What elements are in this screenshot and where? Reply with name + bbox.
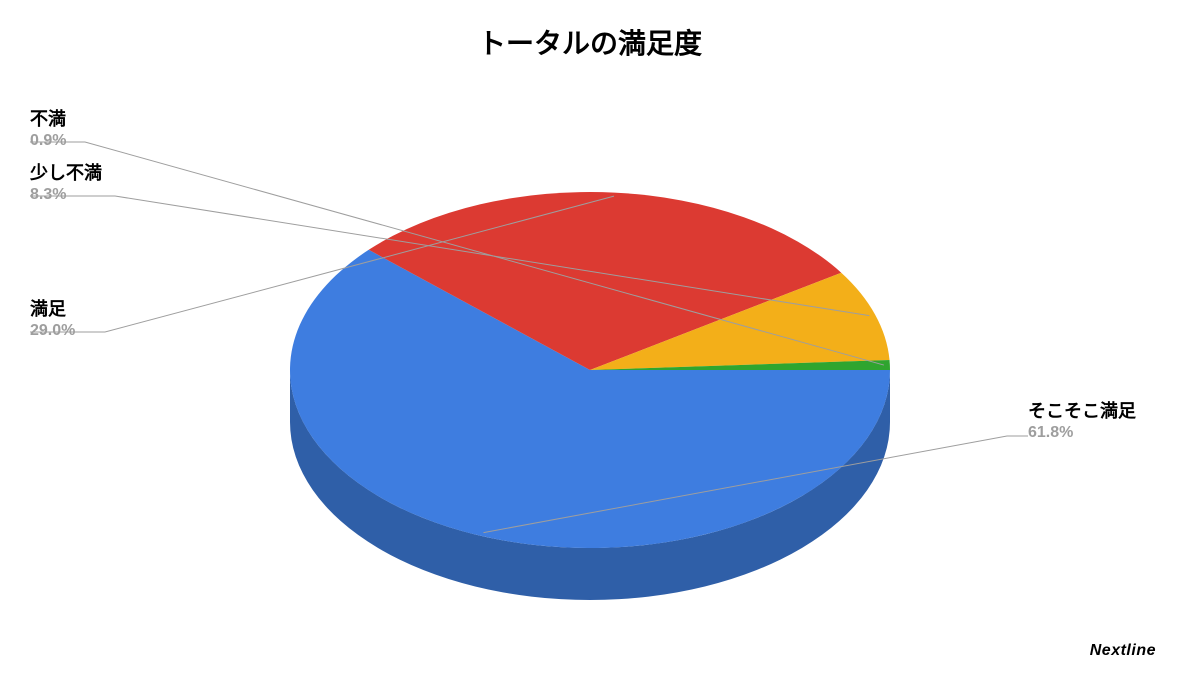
slice-label: 不満0.9% <box>30 108 66 151</box>
slice-label-name: 不満 <box>30 108 66 131</box>
slice-label: 少し不満8.3% <box>30 162 102 205</box>
chart-stage: { "chart": { "type": "pie", "title": "トー… <box>0 0 1180 674</box>
pie-chart <box>0 0 1180 674</box>
slice-label: 満足29.0% <box>30 298 75 341</box>
slice-label-name: そこそこ満足 <box>1028 400 1136 423</box>
slice-label-name: 少し不満 <box>30 162 102 185</box>
slice-label-pct: 0.9% <box>30 131 66 151</box>
brand-logo: Nextline <box>1090 642 1156 660</box>
slice-label: そこそこ満足61.8% <box>1028 400 1136 443</box>
slice-label-name: 満足 <box>30 298 75 321</box>
slice-label-pct: 61.8% <box>1028 423 1136 443</box>
slice-label-pct: 29.0% <box>30 321 75 341</box>
slice-label-pct: 8.3% <box>30 185 102 205</box>
